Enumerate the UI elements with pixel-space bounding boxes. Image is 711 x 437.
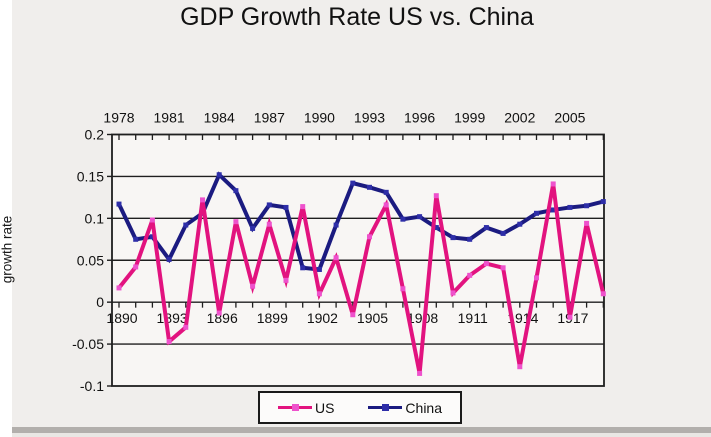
us-data-marker	[116, 285, 122, 291]
us-data-marker	[233, 219, 239, 225]
top-axis-year-label: 2002	[504, 110, 535, 126]
us-data-marker	[600, 291, 606, 297]
us-data-marker	[500, 265, 506, 271]
china-data-marker	[250, 225, 256, 231]
y-tick-label: 0	[96, 294, 104, 310]
china-data-marker	[149, 234, 155, 240]
top-axis-year-label: 1978	[103, 110, 134, 126]
us-data-marker	[383, 202, 389, 208]
us-data-marker	[467, 272, 473, 278]
china-data-marker	[116, 201, 122, 207]
us-data-marker	[567, 314, 573, 320]
china-data-marker	[300, 265, 306, 271]
us-data-marker	[367, 234, 372, 240]
legend-label-us: US	[314, 399, 335, 416]
y-tick-label: 0.05	[77, 252, 104, 268]
china-data-marker	[166, 256, 172, 262]
china-data-marker	[183, 222, 189, 228]
china-data-marker	[500, 230, 506, 236]
china-data-marker	[233, 188, 239, 194]
y-tick-label: 0.2	[85, 127, 105, 143]
china-data-marker	[517, 221, 523, 227]
legend-item-us: US	[277, 399, 335, 416]
us-data-marker	[550, 181, 556, 187]
us-data-marker	[300, 204, 306, 210]
us-data-marker	[534, 275, 539, 281]
china-data-marker	[483, 225, 489, 231]
us-data-marker	[266, 221, 272, 227]
us-data-marker	[350, 312, 356, 318]
china-data-marker	[534, 210, 539, 216]
china-data-marker	[567, 204, 573, 210]
us-data-marker	[133, 264, 139, 270]
us-data-marker	[216, 310, 222, 316]
us-data-marker	[517, 364, 523, 370]
china-data-marker	[216, 172, 222, 178]
china-line-swatch	[368, 403, 403, 412]
bottom-axis-year-label: 1905	[357, 310, 388, 326]
china-data-marker	[467, 236, 473, 242]
bottom-axis-year-label: 1911	[458, 310, 488, 326]
bottom-axis-year-label: 1908	[407, 310, 438, 326]
us-data-marker	[166, 339, 172, 345]
china-data-marker	[367, 184, 372, 190]
us-data-marker	[417, 370, 423, 376]
us-data-marker	[200, 197, 205, 203]
china-data-marker	[584, 203, 590, 209]
china-data-marker	[133, 236, 139, 242]
bottom-axis-year-label: 1896	[207, 310, 238, 326]
china-data-marker	[283, 204, 289, 210]
bottom-axis-year-label: 1893	[157, 310, 188, 326]
bottom-window-edge-light	[12, 433, 711, 437]
china-data-marker	[450, 235, 456, 241]
us-data-marker	[316, 291, 322, 297]
us-data-marker	[483, 261, 489, 267]
us-data-marker	[584, 220, 590, 226]
china-data-marker	[316, 266, 322, 272]
top-axis-year-label: 2005	[554, 110, 585, 126]
china-data-marker	[333, 222, 339, 228]
chart-title: GDP Growth Rate US vs. China	[180, 3, 534, 31]
bottom-axis-year-label: 1902	[307, 310, 338, 326]
bottom-axis-year-label: 1890	[106, 310, 137, 326]
china-data-marker	[400, 216, 406, 222]
us-line-swatch	[277, 403, 312, 412]
china-data-marker	[433, 225, 439, 231]
us-data-marker	[149, 217, 155, 223]
y-tick-label: 0.1	[85, 210, 105, 226]
china-data-marker	[266, 202, 272, 208]
china-data-marker	[600, 199, 606, 205]
us-data-marker	[250, 283, 256, 289]
top-axis-year-label: 1999	[454, 110, 485, 126]
bottom-axis-year-label: 1917	[557, 310, 588, 326]
china-data-marker	[350, 180, 356, 186]
top-axis-year-label: 1990	[304, 110, 335, 126]
us-data-marker	[183, 324, 189, 330]
top-axis-year-label: 1987	[254, 110, 285, 126]
y-tick-label: -0.1	[80, 378, 104, 394]
top-axis-year-label: 1993	[354, 110, 385, 126]
us-data-marker	[400, 286, 406, 292]
us-data-marker	[433, 193, 439, 199]
left-white-margin	[0, 0, 12, 437]
top-axis-year-label: 1981	[154, 110, 185, 126]
china-data-marker	[417, 214, 423, 220]
bottom-axis-year-label: 1899	[257, 310, 288, 326]
china-data-marker	[550, 207, 556, 213]
us-data-marker	[333, 255, 339, 261]
bottom-window-edge	[12, 427, 711, 433]
us-data-marker	[283, 277, 289, 283]
y-tick-label: -0.05	[72, 336, 104, 352]
legend-label-china: China	[405, 399, 443, 416]
us-data-marker	[450, 290, 456, 296]
china-data-marker	[383, 189, 389, 195]
legend-box: US China	[258, 391, 462, 424]
top-axis-year-label: 1996	[404, 110, 435, 126]
legend-item-china: China	[368, 400, 442, 416]
us-series-line	[117, 183, 606, 374]
y-tick-label: 0.15	[77, 168, 104, 184]
top-axis-year-label: 1984	[204, 110, 235, 126]
